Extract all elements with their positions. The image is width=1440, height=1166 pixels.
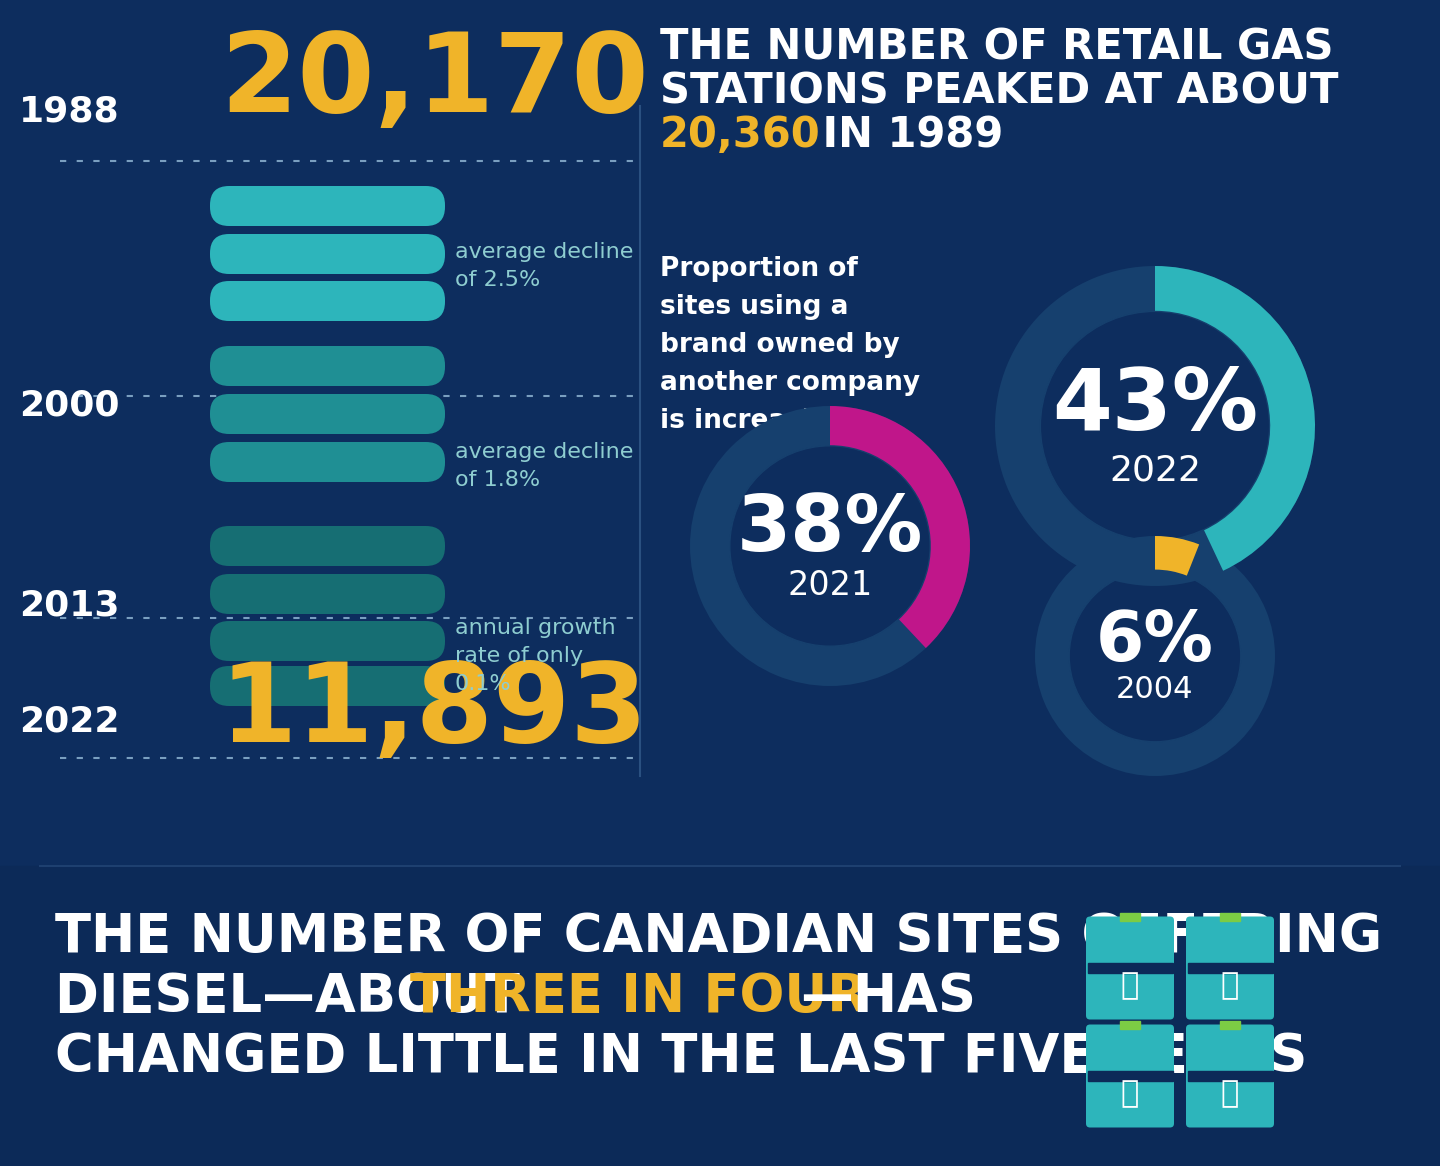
Text: THE NUMBER OF CANADIAN SITES OFFERING: THE NUMBER OF CANADIAN SITES OFFERING <box>55 911 1382 963</box>
Bar <box>1220 913 1240 921</box>
Text: 💧: 💧 <box>1120 1080 1139 1109</box>
Text: 2021: 2021 <box>788 569 873 602</box>
Text: 2004: 2004 <box>1116 675 1194 704</box>
Text: CHANGED LITTLE IN THE LAST FIVE YEARS: CHANGED LITTLE IN THE LAST FIVE YEARS <box>55 1031 1308 1083</box>
Text: 💧: 💧 <box>1221 971 1240 1000</box>
Text: 2013: 2013 <box>20 589 120 623</box>
Circle shape <box>732 448 929 645</box>
Bar <box>0 866 1440 1166</box>
Text: 2000: 2000 <box>20 389 120 423</box>
Circle shape <box>1068 570 1241 743</box>
FancyBboxPatch shape <box>210 442 445 482</box>
FancyBboxPatch shape <box>1187 1025 1274 1128</box>
Text: 20,360: 20,360 <box>660 114 821 156</box>
Text: Proportion of
sites using a
brand owned by
another company
is increasing: Proportion of sites using a brand owned … <box>660 257 920 434</box>
Circle shape <box>1040 311 1270 541</box>
Text: 💧: 💧 <box>1120 971 1139 1000</box>
Text: average decline
of 2.5%: average decline of 2.5% <box>455 243 634 290</box>
Text: IN 1989: IN 1989 <box>808 114 1004 156</box>
FancyBboxPatch shape <box>210 234 445 274</box>
Wedge shape <box>1035 536 1274 777</box>
Text: 2022: 2022 <box>20 704 120 738</box>
FancyBboxPatch shape <box>210 574 445 614</box>
Text: 6%: 6% <box>1096 609 1214 675</box>
Bar <box>1087 963 1172 972</box>
FancyBboxPatch shape <box>210 621 445 661</box>
Text: DIESEL—ABOUT: DIESEL—ABOUT <box>55 971 539 1023</box>
Wedge shape <box>829 406 971 648</box>
Text: THE NUMBER OF RETAIL GAS: THE NUMBER OF RETAIL GAS <box>660 26 1333 68</box>
Bar <box>1120 913 1140 921</box>
FancyBboxPatch shape <box>210 281 445 321</box>
Wedge shape <box>995 266 1315 586</box>
Bar <box>1120 1021 1140 1030</box>
Bar <box>1087 1072 1172 1081</box>
Bar <box>1188 1072 1273 1081</box>
Text: average decline
of 1.8%: average decline of 1.8% <box>455 442 634 490</box>
FancyBboxPatch shape <box>1187 916 1274 1019</box>
Text: —HAS: —HAS <box>801 971 976 1023</box>
Bar <box>1188 963 1273 972</box>
Text: 43%: 43% <box>1053 365 1259 448</box>
FancyBboxPatch shape <box>210 187 445 226</box>
FancyBboxPatch shape <box>1086 916 1174 1019</box>
Circle shape <box>729 445 930 647</box>
FancyBboxPatch shape <box>210 394 445 434</box>
FancyBboxPatch shape <box>1086 1025 1174 1128</box>
Text: THREE IN FOUR: THREE IN FOUR <box>410 971 868 1023</box>
Bar <box>1220 1021 1240 1030</box>
Text: 💧: 💧 <box>1221 1080 1240 1109</box>
FancyBboxPatch shape <box>210 346 445 386</box>
Text: 11,893: 11,893 <box>220 658 648 765</box>
Circle shape <box>1041 312 1269 539</box>
Text: 2022: 2022 <box>1109 454 1201 487</box>
Wedge shape <box>690 406 971 686</box>
Text: STATIONS PEAKED AT ABOUT: STATIONS PEAKED AT ABOUT <box>660 70 1339 112</box>
FancyBboxPatch shape <box>210 526 445 566</box>
Wedge shape <box>1155 536 1200 576</box>
Wedge shape <box>1155 266 1315 571</box>
Text: 38%: 38% <box>737 491 923 567</box>
Circle shape <box>1070 571 1240 740</box>
FancyBboxPatch shape <box>210 666 445 705</box>
Text: annual growth
rate of only
0.1%: annual growth rate of only 0.1% <box>455 618 616 694</box>
Text: 20,170: 20,170 <box>220 28 649 134</box>
Text: 1988: 1988 <box>19 94 120 128</box>
